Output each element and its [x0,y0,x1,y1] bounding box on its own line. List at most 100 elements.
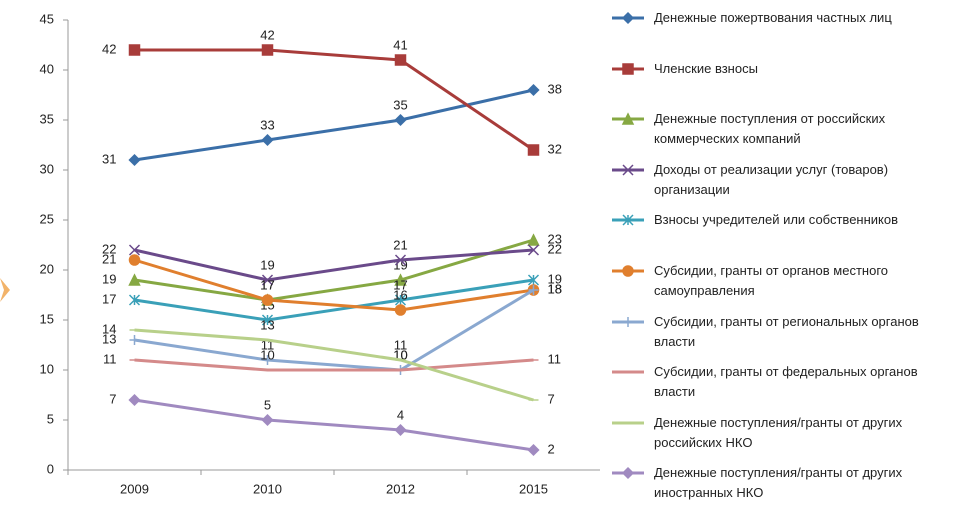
legend-key [612,112,644,125]
legend-key [612,316,644,327]
marker [622,265,634,277]
data-label: 33 [260,117,274,132]
data-label: 2 [548,441,555,456]
marker [261,133,274,147]
legend-entry: Взносы учредителей или собственников [610,210,955,254]
legend-entry: Денежные пожертвования частных лиц [610,8,955,52]
x-tick-label: 2012 [386,481,415,496]
legend-label: Денежные поступления/гранты от других ин… [654,465,903,501]
marker [394,304,407,316]
marker [128,244,141,256]
data-label: 19 [102,271,116,286]
legend-entry: Денежные поступления/гранты от других ин… [610,463,955,507]
marker [394,273,407,286]
data-label: 13 [102,331,116,346]
y-tick-label: 30 [40,161,54,176]
marker [262,355,273,365]
legend-key [612,370,644,374]
data-label: 19 [260,257,274,272]
marker [527,443,540,457]
legend-entry: Субсидии, гранты от федеральных органов … [610,362,955,406]
data-label: 4 [397,407,404,422]
legend-key [612,467,644,480]
series-line [134,48,535,152]
legend-label: Денежные поступления от российских комме… [654,111,886,147]
marker [128,294,141,306]
series-line [134,328,534,402]
y-tick-label: 15 [40,311,54,326]
data-label: 7 [548,391,555,406]
marker [261,274,274,286]
data-label: 31 [102,151,116,166]
marker [128,393,141,407]
marker [394,254,407,266]
data-label: 17 [260,277,274,292]
marker [394,54,407,66]
legend-label: Денежные поступления/гранты от других ро… [654,414,903,450]
marker [622,62,634,75]
x-tick-label: 2015 [519,481,548,496]
marker [621,11,635,25]
marker [128,273,141,286]
legend-entry: Субсидии, гранты от органов местного сам… [610,261,955,305]
legend-key [612,421,644,425]
y-tick-label: 25 [40,211,54,226]
marker [527,233,540,246]
y-tick-label: 5 [47,411,54,426]
y-tick-label: 45 [40,11,54,26]
data-label: 22 [102,241,116,256]
marker [394,294,407,306]
data-label: 19 [548,271,562,286]
marker [621,467,635,480]
legend-entry: Доходы от реализации услуг (товаров) орг… [610,160,955,204]
data-label: 42 [260,27,274,42]
x-tick-label: 2010 [253,481,282,496]
series-line [134,398,534,452]
y-tick-label: 40 [40,61,54,76]
data-label: 18 [548,281,562,296]
legend-label: Членские взносы [654,60,758,76]
marker [261,314,274,326]
y-tick-label: 0 [47,461,54,476]
legend-entry: Денежные поступления от российских комме… [610,109,955,153]
data-label: 35 [393,97,407,112]
data-label: 21 [393,237,407,252]
marker [128,44,141,56]
marker [261,413,274,427]
y-tick-label: 35 [40,111,54,126]
legend-key [612,11,644,25]
data-label: 23 [548,231,562,246]
marker [128,254,141,266]
series-line [134,238,534,302]
marker [394,113,407,127]
marker [527,274,540,286]
marker [622,214,634,226]
marker [622,164,634,176]
marker [527,83,540,97]
series-line [134,248,534,282]
data-label: 5 [264,397,271,412]
data-label: 16 [393,287,407,302]
legend-key [612,62,644,75]
marker [623,316,633,327]
data-label: 7 [109,391,116,406]
data-label: 11 [548,351,562,366]
marker [527,144,540,156]
series-line [134,358,534,372]
data-label: 11 [103,351,117,366]
y-tick-label: 20 [40,261,54,276]
y-tick-label: 10 [40,361,54,376]
data-label: 32 [548,141,562,156]
legend-entry: Денежные поступления/гранты от других ро… [610,413,955,457]
data-label: 18 [548,281,562,296]
legend-label: Доходы от реализации услуг (товаров) орг… [654,161,889,197]
legend-entry: Субсидии, гранты от региональных органов… [610,312,955,356]
marker [128,153,141,167]
data-label: 10 [260,347,274,362]
marker [621,112,635,125]
legend-label: Субсидии, гранты от региональных органов… [654,313,919,349]
legend-label: Субсидии, гранты от федеральных органов … [654,364,918,400]
legend-label: Субсидии, гранты от органов местного сам… [654,263,889,298]
data-label: 11 [394,337,408,352]
